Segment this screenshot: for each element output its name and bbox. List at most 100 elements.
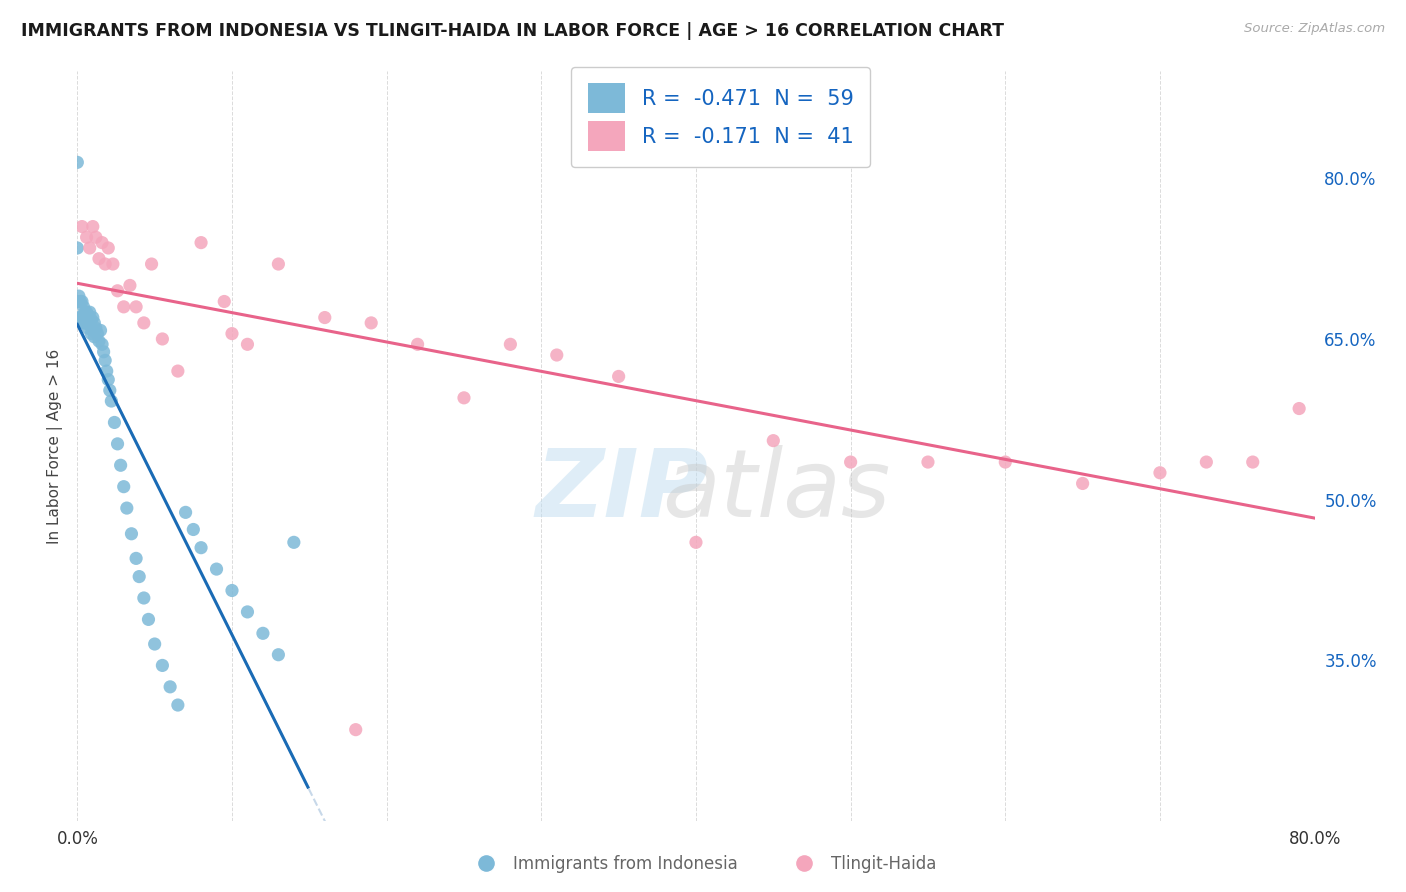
Point: [94, 257, 117, 271]
Point: [94, 353, 117, 368]
Y-axis label: In Labor Force | Age > 16: In Labor Force | Age > 16: [48, 349, 63, 543]
Point: [685, 535, 707, 549]
Point: [1149, 466, 1171, 480]
Point: [118, 278, 141, 293]
Point: [917, 455, 939, 469]
Point: [90, 323, 111, 337]
Point: [1288, 401, 1310, 416]
Point: [283, 535, 305, 549]
Point: [1071, 476, 1094, 491]
Point: [152, 658, 174, 673]
Point: [125, 300, 148, 314]
Point: [75, 305, 96, 319]
Point: [267, 257, 290, 271]
Point: [190, 235, 212, 250]
Point: [70, 310, 93, 325]
Point: [128, 569, 150, 583]
Point: [70, 294, 93, 309]
Point: [167, 364, 190, 378]
Point: [93, 344, 115, 359]
Point: [79, 305, 101, 319]
Point: [125, 551, 148, 566]
Point: [82, 310, 104, 325]
Point: [69, 294, 91, 309]
Point: [1241, 455, 1264, 469]
Point: [236, 337, 259, 351]
Point: [101, 257, 124, 271]
Point: [91, 337, 114, 351]
Point: [107, 284, 129, 298]
Point: [69, 310, 91, 325]
Point: [453, 391, 475, 405]
Legend: R =  -0.471  N =  59, R =  -0.171  N =  41: R = -0.471 N = 59, R = -0.171 N = 41: [571, 67, 870, 168]
Point: [112, 480, 135, 494]
Point: [91, 235, 114, 250]
Point: [87, 252, 110, 266]
Point: [344, 723, 367, 737]
Point: [67, 289, 90, 303]
Point: [72, 316, 94, 330]
Point: [115, 501, 138, 516]
Point: [205, 562, 228, 576]
Point: [406, 337, 429, 351]
Point: [132, 316, 155, 330]
Point: [360, 316, 382, 330]
Point: [252, 626, 274, 640]
Point: [167, 698, 190, 712]
Point: [236, 605, 259, 619]
Point: [72, 300, 94, 314]
Point: [83, 316, 105, 330]
Point: [96, 364, 118, 378]
Point: [97, 373, 120, 387]
Point: [546, 348, 568, 362]
Point: [314, 310, 336, 325]
Point: [103, 416, 125, 430]
Point: [159, 680, 181, 694]
Point: [80, 312, 103, 326]
Point: [77, 309, 100, 323]
Point: [839, 455, 862, 469]
Point: [110, 458, 132, 473]
Point: [76, 230, 98, 244]
Text: IMMIGRANTS FROM INDONESIA VS TLINGIT-HAIDA IN LABOR FORCE | AGE > 16 CORRELATION: IMMIGRANTS FROM INDONESIA VS TLINGIT-HAI…: [21, 22, 1004, 40]
Point: [83, 330, 105, 344]
Point: [762, 434, 785, 448]
Point: [79, 318, 101, 332]
Point: [607, 369, 630, 384]
Point: [98, 384, 121, 398]
Point: [67, 310, 90, 325]
Point: [132, 591, 155, 605]
Point: [70, 219, 93, 234]
Point: [100, 394, 122, 409]
Point: [76, 316, 98, 330]
Point: [76, 305, 98, 319]
Point: [77, 321, 100, 335]
Point: [66, 294, 89, 309]
Point: [214, 294, 236, 309]
Point: [221, 326, 243, 341]
Point: [107, 437, 129, 451]
Point: [143, 637, 166, 651]
Point: [66, 241, 89, 255]
Point: [190, 541, 212, 555]
Point: [84, 321, 107, 335]
Point: [66, 155, 89, 169]
Point: [82, 323, 104, 337]
Legend: Immigrants from Indonesia, Tlingit-Haida: Immigrants from Indonesia, Tlingit-Haida: [463, 848, 943, 880]
Point: [152, 332, 174, 346]
Text: ZIP: ZIP: [536, 445, 709, 537]
Point: [79, 241, 101, 255]
Point: [138, 612, 160, 626]
Point: [97, 241, 120, 255]
Text: Source: ZipAtlas.com: Source: ZipAtlas.com: [1244, 22, 1385, 36]
Point: [1195, 455, 1218, 469]
Point: [183, 523, 205, 537]
Point: [141, 257, 163, 271]
Point: [112, 300, 135, 314]
Point: [82, 219, 104, 234]
Point: [221, 583, 243, 598]
Point: [80, 326, 103, 341]
Point: [84, 230, 107, 244]
Point: [994, 455, 1017, 469]
Point: [87, 334, 110, 348]
